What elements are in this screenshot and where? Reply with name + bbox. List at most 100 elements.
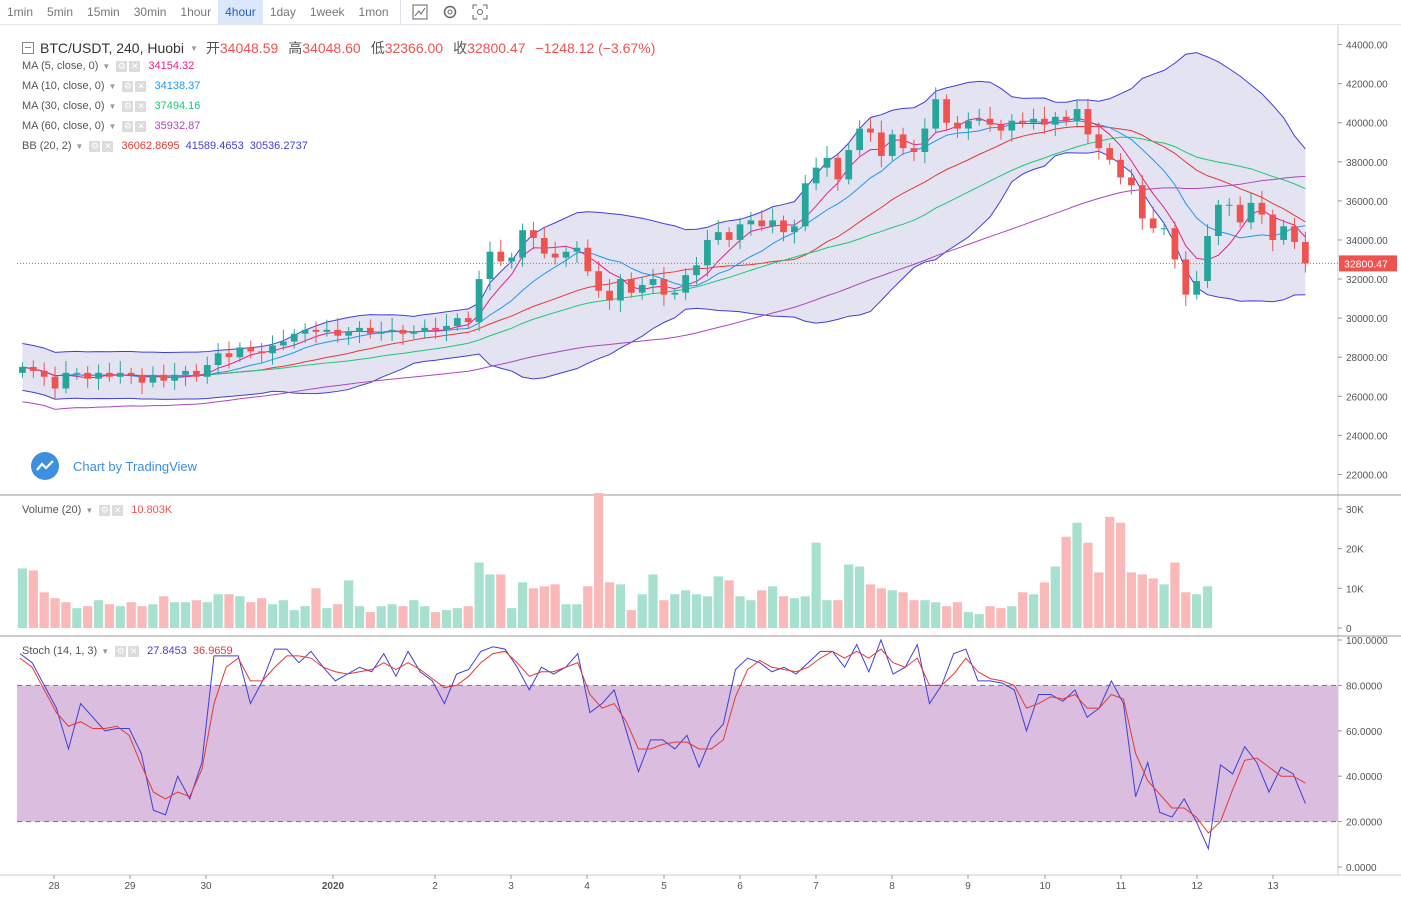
chevron-down-icon[interactable]: ▼ [85, 505, 94, 515]
volume-bar [898, 592, 908, 628]
candle-body [834, 157, 842, 180]
volume-bar [137, 606, 147, 628]
chevron-down-icon[interactable]: ▼ [101, 646, 110, 656]
candle-body [714, 232, 722, 240]
candle-body [1041, 118, 1048, 125]
gear-icon[interactable]: ⚙ [116, 60, 128, 72]
legend-volume[interactable]: Volume (20) ▼ ⚙ ✕ 10.803K [22, 504, 172, 516]
toolbar-divider [399, 0, 401, 24]
candle-body [954, 122, 961, 129]
candle-body [399, 329, 407, 334]
volume-bar [1007, 606, 1017, 628]
timeframe-1hour[interactable]: 1hour [180, 5, 212, 19]
candle-body [475, 279, 483, 323]
ma60-line [22, 175, 1306, 410]
legend-ma10[interactable]: MA (10, close, 0) ▼ ⚙ ✕ 34138.37 [22, 80, 200, 92]
close-icon[interactable]: ✕ [112, 504, 124, 516]
close-icon[interactable]: ✕ [129, 60, 141, 72]
price-tick-label: 30000.00 [1346, 314, 1388, 325]
volume-bar [333, 604, 343, 628]
stoch-k-line [19, 638, 1306, 851]
candle-body [1073, 109, 1081, 121]
gear-icon[interactable]: ⚙ [122, 120, 134, 132]
volume-bar [659, 600, 669, 628]
gear-icon[interactable]: ⚙ [122, 80, 134, 92]
price-tick-label: 38000.00 [1346, 158, 1388, 169]
close-icon[interactable]: ✕ [128, 645, 140, 657]
time-tick-label: 30 [200, 881, 212, 892]
timeframe-5min[interactable]: 5min [47, 5, 74, 19]
legend-ma60[interactable]: MA (60, close, 0) ▼ ⚙ ✕ 35932.87 [22, 120, 200, 132]
candle-body [704, 239, 711, 266]
legend-ma5[interactable]: MA (5, close, 0) ▼ ⚙ ✕ 34154.32 [22, 60, 194, 72]
volume-bar [409, 600, 419, 628]
settings-icon[interactable] [435, 0, 465, 24]
volume-bar [583, 586, 593, 628]
volume-bar [985, 606, 995, 628]
volume-bar [474, 562, 484, 628]
candle-body [247, 347, 255, 352]
timeframe-1week[interactable]: 1week [309, 5, 345, 19]
timeframe-1min[interactable]: 1min [7, 5, 34, 19]
volume-bar [485, 574, 495, 628]
bb-upper-line [22, 52, 1306, 353]
tradingview-watermark[interactable]: Chart by TradingView [31, 452, 197, 480]
collapse-icon[interactable] [22, 42, 34, 54]
chevron-down-icon[interactable]: ▼ [108, 81, 117, 91]
open-value: 34048.59 [219, 40, 279, 56]
price-tick-label: 22000.00 [1346, 470, 1388, 481]
close-icon[interactable]: ✕ [102, 140, 114, 152]
candle-body [638, 284, 646, 293]
timeframe-1mon[interactable]: 1mon [358, 5, 389, 19]
volume-bar [822, 600, 832, 628]
timeframe-30min[interactable]: 30min [133, 5, 167, 19]
timeframe-15min[interactable]: 15min [87, 5, 120, 19]
ma60-label: MA (60, close, 0) [22, 120, 105, 132]
volume-bar [572, 604, 582, 628]
price-tick-label: 44000.00 [1346, 41, 1388, 52]
close-icon[interactable]: ✕ [135, 80, 147, 92]
gear-icon[interactable]: ⚙ [99, 504, 111, 516]
chevron-down-icon[interactable]: ▼ [108, 101, 117, 111]
gear-icon[interactable]: ⚙ [122, 100, 134, 112]
candle-body [182, 370, 189, 375]
screenshot-icon[interactable] [465, 0, 495, 24]
candle-body [366, 327, 374, 334]
ma30-label: MA (30, close, 0) [22, 100, 105, 112]
candle-body [95, 372, 102, 379]
candle-body [1019, 120, 1027, 123]
volume-bar [604, 582, 615, 628]
volume-bar [376, 606, 386, 628]
chart-style-icon[interactable] [405, 0, 435, 24]
candle-body [84, 372, 92, 379]
candle-body [486, 251, 494, 280]
chevron-down-icon[interactable]: ▼ [75, 141, 84, 151]
close-icon[interactable]: ✕ [135, 100, 147, 112]
candle-body [29, 366, 37, 371]
close-icon[interactable]: ✕ [135, 120, 147, 132]
candle-body [345, 331, 352, 336]
timeframe-1day[interactable]: 1day [269, 5, 296, 19]
volume-bar [170, 602, 180, 628]
chevron-down-icon[interactable]: ▼ [189, 43, 198, 53]
volume-bar [398, 606, 408, 628]
ma5-label: MA (5, close, 0) [22, 60, 99, 72]
chevron-down-icon[interactable]: ▼ [108, 121, 117, 131]
volume-bar [757, 590, 767, 628]
volume-bar [963, 612, 973, 628]
legend-ma30[interactable]: MA (30, close, 0) ▼ ⚙ ✕ 37494.16 [22, 100, 200, 112]
legend-stoch[interactable]: Stoch (14, 1, 3) ▼ ⚙ ✕ 27.8453 36.9659 [22, 645, 233, 657]
timeframe-4hour[interactable]: 4hour [218, 0, 263, 24]
gear-icon[interactable]: ⚙ [89, 140, 101, 152]
candle-body [149, 374, 157, 383]
candle-body [1084, 109, 1092, 135]
price-tick-label: 32000.00 [1346, 275, 1388, 286]
gear-icon[interactable]: ⚙ [115, 645, 127, 657]
symbol-label: BTC/USDT, 240, Huobi [40, 40, 184, 56]
legend-bb[interactable]: BB (20, 2) ▼ ⚙ ✕ 36062.8695 41589.4653 30… [22, 140, 308, 152]
chevron-down-icon[interactable]: ▼ [102, 61, 111, 71]
volume-bar [691, 594, 702, 628]
volume-bar [213, 594, 223, 628]
volume-bar [463, 606, 473, 628]
